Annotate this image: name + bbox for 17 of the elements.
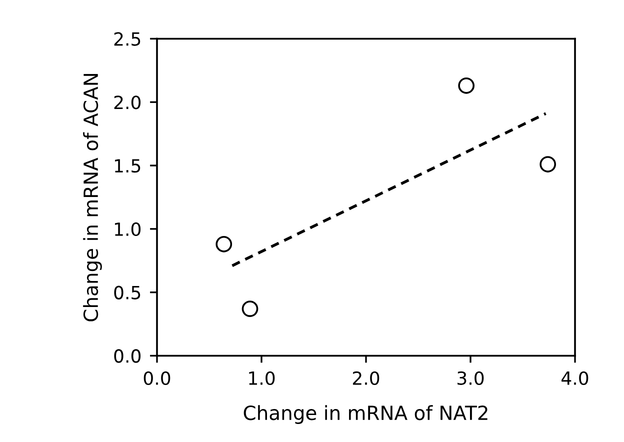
y-tick-label: 2.0 bbox=[114, 96, 141, 110]
point bbox=[458, 77, 475, 94]
y-axis-title: Change in mRNA of ACAN bbox=[83, 74, 102, 322]
x-tick-label: 4.0 bbox=[562, 371, 588, 385]
x-tick-label: 3.0 bbox=[458, 371, 484, 385]
point bbox=[540, 156, 556, 172]
point bbox=[242, 300, 258, 317]
y-tick-label: 2.5 bbox=[114, 32, 140, 46]
x-tick-label: 0.0 bbox=[144, 371, 170, 385]
y-tick-label: 0.0 bbox=[114, 349, 141, 363]
y-tick-label: 1.5 bbox=[114, 159, 140, 173]
x-tick-label: 1.0 bbox=[249, 371, 275, 385]
y-tick-label: 0.5 bbox=[114, 286, 140, 300]
x-axis-title: Change in mRNA of NAT2 bbox=[244, 405, 488, 424]
point bbox=[216, 236, 232, 252]
x-tick-label: 2.0 bbox=[352, 371, 380, 385]
y-tick-label: 1.0 bbox=[114, 222, 141, 236]
